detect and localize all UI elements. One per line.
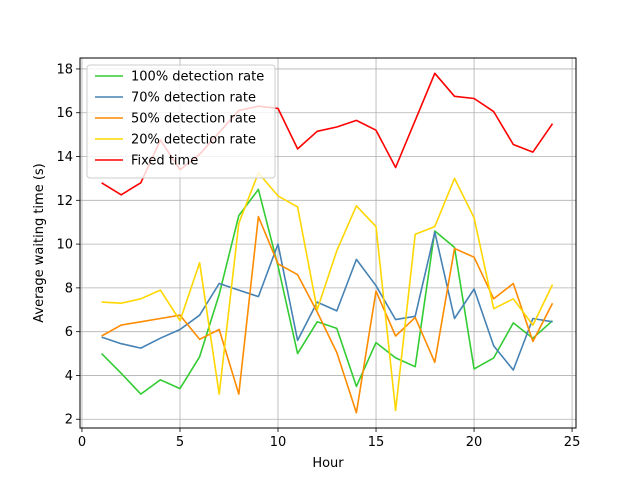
- y-tick-label: 14: [56, 150, 73, 165]
- legend: 100% detection rate 70% detection rate 50%…: [86, 64, 276, 179]
- legend-entry: 100% detection rate: [131, 70, 264, 85]
- x-tick-label: 0: [78, 435, 86, 450]
- y-axis-ticks: 2 4 6 8 10 12 14 16 18: [56, 62, 80, 428]
- y-tick-label: 4: [65, 369, 73, 384]
- series-line-70-detection-rate: [101, 231, 553, 371]
- y-tick-label: 18: [56, 62, 73, 77]
- grid: [80, 58, 576, 428]
- legend-entry: 20% detection rate: [131, 133, 256, 148]
- y-tick-label: 10: [56, 238, 73, 253]
- legend-box: [86, 64, 276, 179]
- legend-entry: 70% detection rate: [131, 91, 256, 106]
- x-axis-ticks: 0 5 10 15 20 25: [78, 428, 581, 450]
- x-tick-label: 5: [176, 435, 184, 450]
- series-line-20-detection-rate: [101, 172, 554, 412]
- legend-entry: 50% detection rate: [131, 112, 256, 127]
- x-tick-label: 25: [564, 435, 581, 450]
- x-axis-label: Hour: [312, 456, 344, 471]
- x-tick-label: 20: [466, 435, 483, 450]
- legend-entry: Fixed time: [131, 154, 198, 169]
- series-lines: [101, 72, 554, 414]
- x-tick-label: 10: [270, 435, 287, 450]
- y-tick-label: 12: [56, 194, 73, 209]
- x-tick-label: 15: [368, 435, 385, 450]
- y-tick-label: 6: [65, 325, 73, 340]
- y-tick-label: 16: [56, 106, 73, 121]
- y-tick-label: 2: [65, 413, 73, 428]
- y-tick-label: 8: [65, 281, 73, 296]
- plot-frame: [79, 57, 577, 429]
- series-line-100-detection-rate: [101, 188, 554, 395]
- y-axis-label: Average waiting time (s): [32, 163, 47, 322]
